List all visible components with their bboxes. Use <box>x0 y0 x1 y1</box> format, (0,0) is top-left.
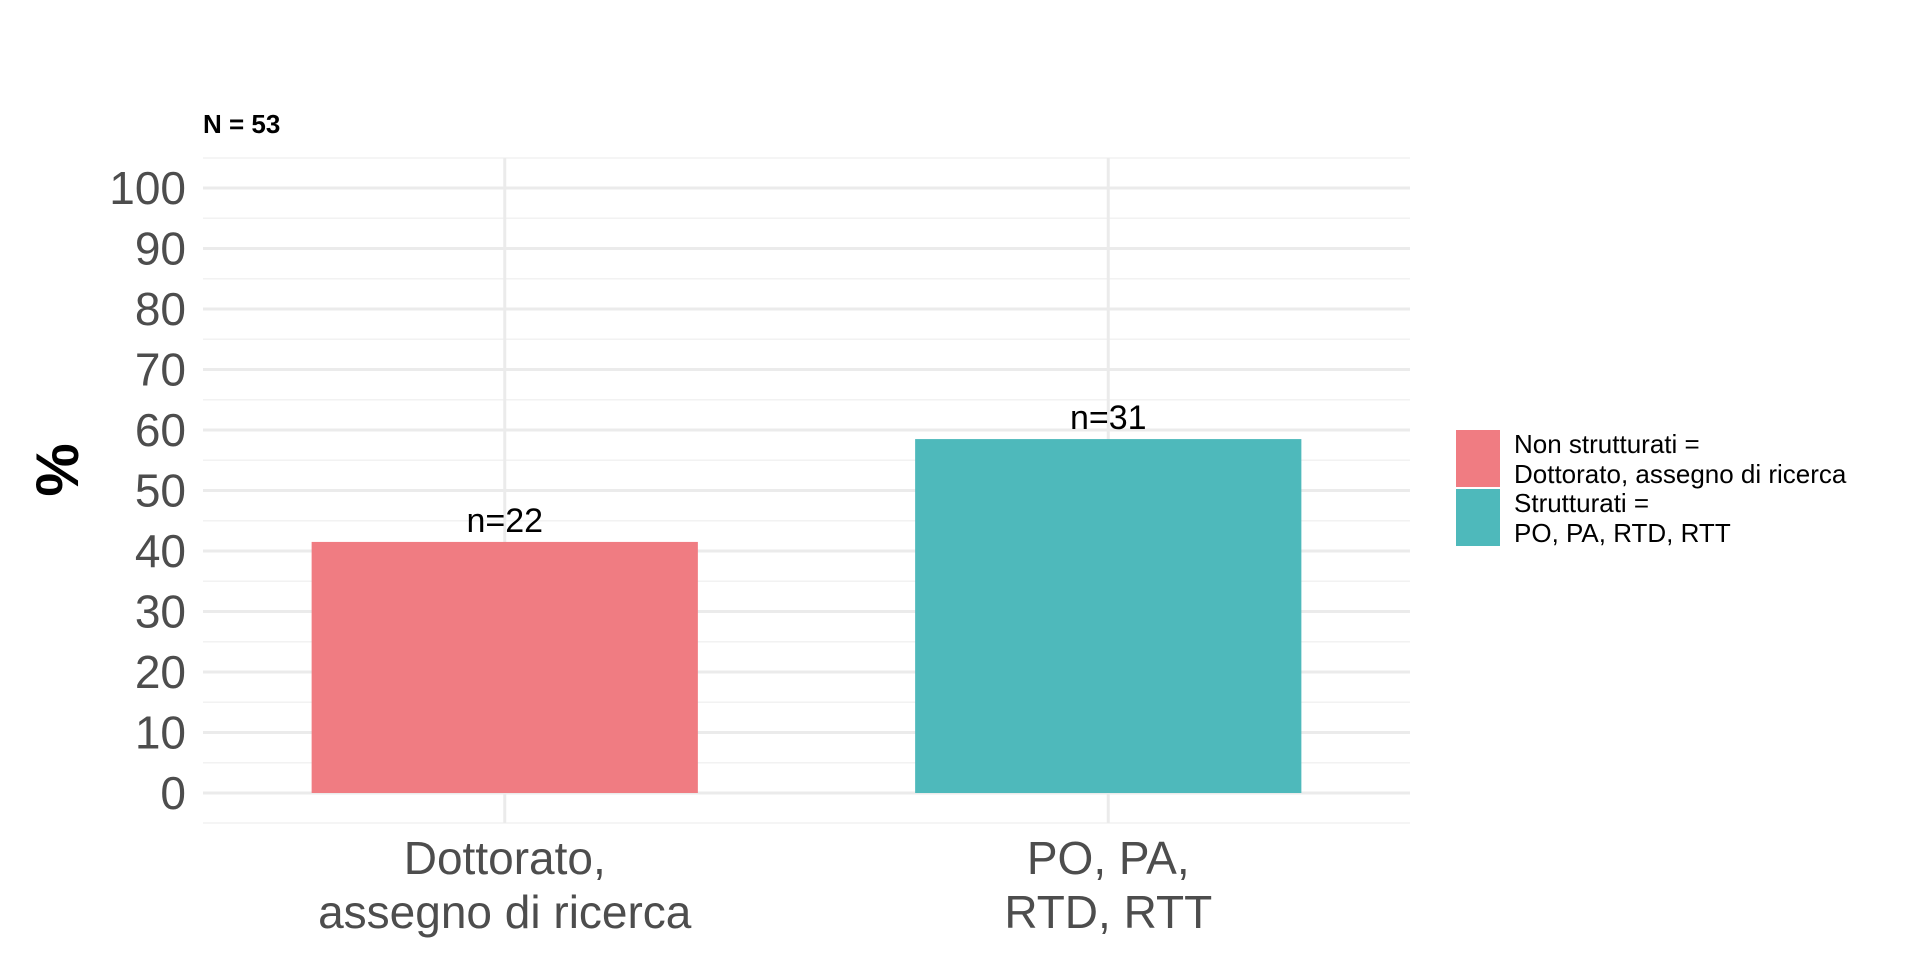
x-tick-label: PO, PA, RTD, RTT <box>1004 832 1212 938</box>
y-tick-label: 40 <box>135 525 186 577</box>
y-tick-label: 80 <box>135 283 186 335</box>
legend: Non strutturati = Dottorato, assegno di r… <box>1456 429 1847 548</box>
bar <box>915 439 1302 793</box>
bar-data-label: n=22 <box>466 502 543 540</box>
y-tick-label: 50 <box>135 465 186 517</box>
y-tick-label: 90 <box>135 223 186 275</box>
bar-labels: n=22 n=31 <box>466 399 1146 540</box>
x-tick-label: Dottorato, assegno di ricerca <box>318 832 692 938</box>
legend-label: Strutturati = PO, PA, RTD, RTT <box>1514 488 1731 548</box>
legend-key <box>1456 430 1500 487</box>
y-tick-label: 0 <box>160 767 186 819</box>
y-tick-label: 70 <box>135 344 186 396</box>
y-axis-ticks: 0 10 20 30 40 50 60 70 80 90 100 <box>109 162 186 819</box>
bar-data-label: n=31 <box>1070 399 1147 437</box>
legend-label: Non strutturati = Dottorato, assegno di r… <box>1514 429 1847 489</box>
bars <box>311 439 1302 793</box>
y-tick-label: 60 <box>135 404 186 456</box>
y-tick-label: 30 <box>135 586 186 638</box>
bar <box>311 541 698 793</box>
x-axis-ticks: Dottorato, assegno di ricerca PO, PA, RTD, … <box>318 832 1212 938</box>
y-tick-label: 100 <box>109 162 186 214</box>
legend-key <box>1456 489 1500 546</box>
y-axis-label: % <box>24 443 91 496</box>
y-tick-label: 10 <box>135 707 186 759</box>
chart-subtitle: N = 53 <box>203 109 280 139</box>
y-tick-label: 20 <box>135 646 186 698</box>
